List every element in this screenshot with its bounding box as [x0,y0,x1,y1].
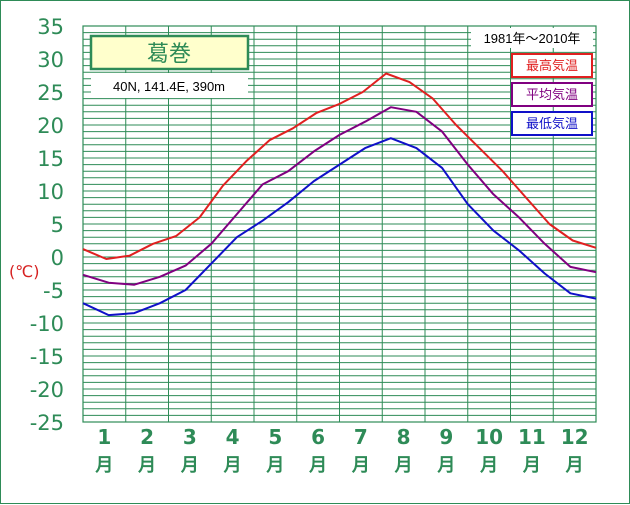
y-tick-label: 0 [51,246,64,270]
series-line-2 [82,106,597,286]
y-tick-label: -20 [30,378,64,402]
location-coordinates: 40N, 141.4E, 390m [113,79,225,94]
series-lines [82,72,597,317]
period-box: 1981年〜2010年 [471,28,593,48]
y-tick-label: -10 [30,312,64,336]
legend-box [511,111,593,136]
x-tick-unit: 月 [394,455,413,476]
y-axis-ticks: 35 30 25 20 15 10 5 0 -5 -10 -15 -20 -25 [30,15,64,435]
x-tick-unit: 月 [351,455,370,476]
legend-label: 最低気温 [526,116,578,132]
y-tick-label: 35 [37,15,64,39]
y-axis-unit: (℃) [9,262,39,281]
x-tick-label: 10 [475,425,503,449]
x-tick-label: 9 [439,425,453,449]
x-tick-unit: 月 [137,455,156,476]
x-tick-label: 5 [268,425,282,449]
x-tick-label: 3 [183,425,197,449]
y-tick-label: 20 [37,114,64,138]
x-tick-unit: 月 [308,455,327,476]
x-tick-label: 4 [226,425,240,449]
y-tick-label: -25 [30,411,64,435]
x-tick-label: 11 [518,425,546,449]
x-tick-label: 8 [397,425,411,449]
x-tick-label: 12 [561,425,589,449]
x-tick-label: 6 [311,425,325,449]
x-tick-unit: 月 [522,455,541,476]
x-tick-unit: 月 [436,455,455,476]
x-tick-label: 1 [97,425,111,449]
y-tick-label: 15 [37,147,64,171]
legend-label: 最高気温 [526,58,578,74]
series-line-3 [82,137,597,317]
legend-box [511,53,593,78]
x-tick-unit: 月 [565,455,584,476]
x-tick-unit: 月 [479,455,498,476]
period-label: 1981年〜2010年 [484,31,581,46]
y-tick-label: 10 [37,180,64,204]
legend-label: 平均気温 [526,87,578,103]
y-tick-label: 30 [37,48,64,72]
x-tick-label: 2 [140,425,154,449]
vertical-gridlines [125,26,554,422]
location-box: 40N, 141.4E, 390m [91,73,248,98]
x-axis-ticks: 1 月 2 月 3 月 4 月 5 月 6 月 7 月 8 月 9 月 10 月 11 月 12 月 [94,425,588,476]
x-tick-unit: 月 [180,455,199,476]
title-box: 葛巻 [89,34,250,71]
series-line-1 [82,72,597,260]
chart-title: 葛巻 [147,42,191,67]
x-tick-unit: 月 [94,455,113,476]
y-tick-label: 5 [51,213,64,237]
legend-box [511,82,593,107]
x-tick-label: 7 [354,425,368,449]
y-tick-label: -15 [30,345,64,369]
x-tick-unit: 月 [223,455,242,476]
y-tick-label: 25 [37,81,64,105]
y-tick-label: -5 [43,279,64,303]
x-tick-unit: 月 [265,455,284,476]
